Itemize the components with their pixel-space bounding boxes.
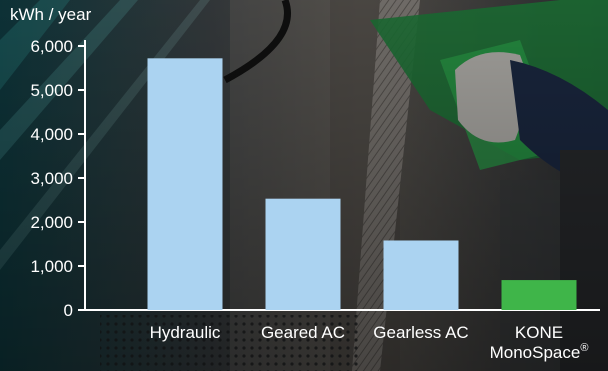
registered-mark: ® (580, 342, 588, 354)
y-tick-label: 2,000 (30, 213, 73, 232)
bar (147, 58, 223, 310)
plot-area: 0 1,000 2,000 3,000 4,000 5,000 6,000 Hydraulic… (30, 37, 600, 362)
x-category-label: Geared AC (261, 323, 345, 342)
x-category-label: MonoSpace® (490, 342, 589, 362)
y-tick-label: 4,000 (30, 125, 73, 144)
x-category-label: Gearless AC (373, 323, 468, 342)
bar (383, 240, 459, 310)
y-tick-label: 0 (64, 301, 73, 320)
bar (265, 198, 341, 310)
y-tick-label: 6,000 (30, 37, 73, 56)
x-category-label: Hydraulic (150, 323, 221, 342)
y-tick-label: 3,000 (30, 169, 73, 188)
bar (501, 280, 577, 310)
x-category-label: KONE (515, 323, 563, 342)
y-tick-label: 5,000 (30, 81, 73, 100)
y-tick-label: 1,000 (30, 257, 73, 276)
y-axis-label: kWh / year (10, 5, 92, 24)
